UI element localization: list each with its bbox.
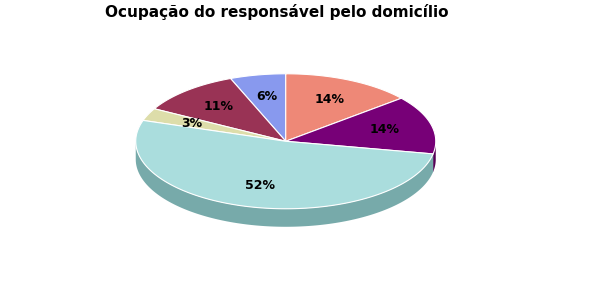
Polygon shape	[154, 78, 286, 141]
Text: 14%: 14%	[314, 93, 344, 106]
Text: 14%: 14%	[369, 123, 400, 136]
Text: 6%: 6%	[256, 90, 277, 103]
Text: Ocupação do responsável pelo domicílio: Ocupação do responsável pelo domicílio	[105, 4, 448, 20]
Polygon shape	[230, 74, 286, 141]
Polygon shape	[286, 98, 436, 154]
Polygon shape	[136, 120, 433, 209]
Polygon shape	[286, 141, 433, 172]
Text: 52%: 52%	[245, 179, 276, 192]
Polygon shape	[286, 74, 402, 141]
Polygon shape	[136, 141, 433, 227]
Polygon shape	[286, 141, 433, 172]
Text: 11%: 11%	[203, 100, 233, 113]
Polygon shape	[433, 141, 436, 172]
Polygon shape	[143, 109, 286, 141]
Text: 3%: 3%	[182, 116, 203, 130]
